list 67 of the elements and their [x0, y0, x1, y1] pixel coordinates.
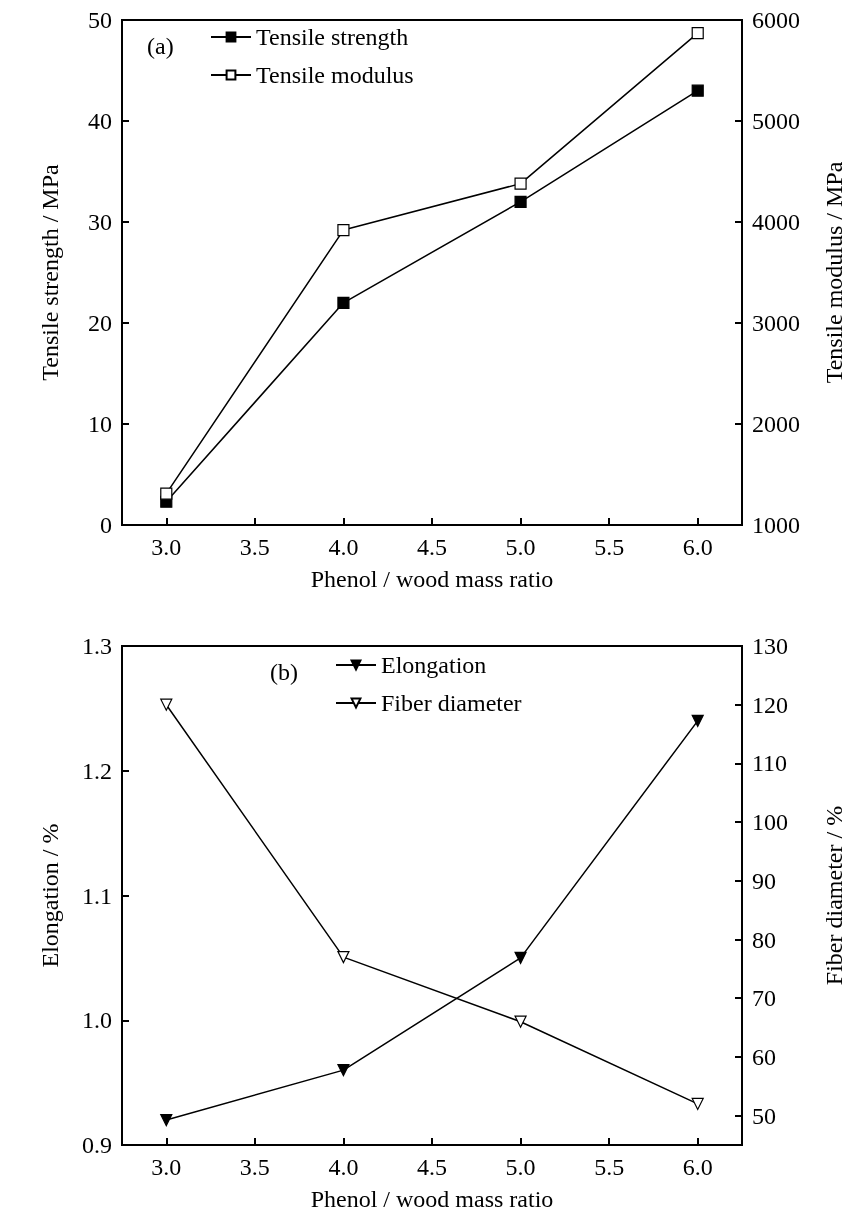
y2-tick-label: 120 — [752, 691, 788, 718]
point — [337, 951, 350, 964]
y2-tick-label: 60 — [752, 1043, 776, 1070]
x-axis-title: Phenol / wood mass ratio — [310, 1186, 554, 1212]
point — [691, 714, 704, 727]
y-tick-label: 40 — [88, 108, 112, 134]
x-tick-label: 5.5 — [594, 1154, 625, 1180]
point — [514, 195, 527, 208]
y2-tick-label: 80 — [752, 926, 776, 953]
annotation: (a) — [147, 33, 174, 59]
point — [691, 84, 704, 97]
x-tick-label: 5.0 — [505, 534, 536, 560]
y-tick-label: 50 — [88, 7, 112, 33]
y2-tick-label: 110 — [752, 750, 788, 777]
y2-tick-label: 100 — [752, 809, 788, 836]
x-tick-label: 4.0 — [328, 534, 359, 560]
y2-tick-label: 2000 — [752, 411, 800, 437]
y-tick-label: 20 — [88, 310, 112, 336]
point — [514, 951, 527, 964]
point — [160, 487, 173, 500]
y-tick-label: 0.9 — [82, 1132, 112, 1158]
y2-tick-label: 70 — [752, 985, 776, 1012]
x-tick-label: 3.5 — [239, 534, 270, 560]
y2-tick-label: 50 — [752, 1102, 776, 1129]
x-tick-label: 5.5 — [594, 534, 625, 560]
y-axis-title: Elongation / % — [37, 823, 63, 968]
legend-label: Tensile modulus — [256, 62, 414, 88]
x-tick-label: 3.0 — [151, 534, 182, 560]
y2-axis-title: Fiber diameter / % — [821, 805, 847, 986]
point — [337, 296, 350, 309]
point — [160, 698, 173, 711]
point — [337, 223, 350, 237]
y2-tick-label: 3000 — [752, 310, 800, 336]
x-tick-label: 4.0 — [328, 1154, 359, 1180]
x-tick-label: 3.5 — [239, 1154, 270, 1180]
y2-tick-label: 5000 — [752, 108, 800, 134]
y2-tick-label: 1000 — [752, 512, 800, 538]
x-tick-label: 6.0 — [682, 534, 713, 560]
x-tick-label: 4.5 — [417, 534, 447, 560]
x-axis-title: Phenol / wood mass ratio — [310, 566, 554, 592]
y-tick-label: 10 — [88, 411, 112, 437]
y2-tick-label: 90 — [752, 867, 776, 894]
point — [514, 177, 527, 190]
annotation: (b) — [270, 659, 298, 685]
x-tick-label: 6.0 — [682, 1154, 713, 1180]
point — [691, 1097, 704, 1111]
x-tick-label: 4.5 — [417, 1154, 447, 1180]
y2-tick-label: 4000 — [752, 209, 800, 235]
point — [691, 27, 704, 40]
point — [337, 1064, 350, 1077]
y2-axis-title: Tensile modulus / MPa — [821, 161, 847, 384]
y-tick-label: 0 — [100, 512, 112, 538]
y-axis-title: Tensile strength / MPa — [37, 164, 63, 381]
point — [160, 1113, 173, 1127]
y-tick-label: 1.3 — [82, 633, 112, 659]
legend-label: Tensile strength — [256, 24, 409, 50]
y2-tick-label: 130 — [752, 633, 788, 659]
point — [514, 1015, 527, 1028]
x-tick-label: 3.0 — [151, 1154, 182, 1180]
x-tick-label: 5.0 — [505, 1154, 536, 1180]
y-tick-label: 1.2 — [82, 757, 112, 784]
y-tick-label: 1.0 — [82, 1007, 112, 1034]
y-tick-label: 1.1 — [82, 882, 112, 909]
y2-tick-label: 6000 — [752, 7, 800, 33]
legend-label: Fiber diameter — [381, 690, 522, 716]
y-tick-label: 30 — [88, 209, 112, 235]
legend-label: Elongation — [381, 652, 487, 678]
